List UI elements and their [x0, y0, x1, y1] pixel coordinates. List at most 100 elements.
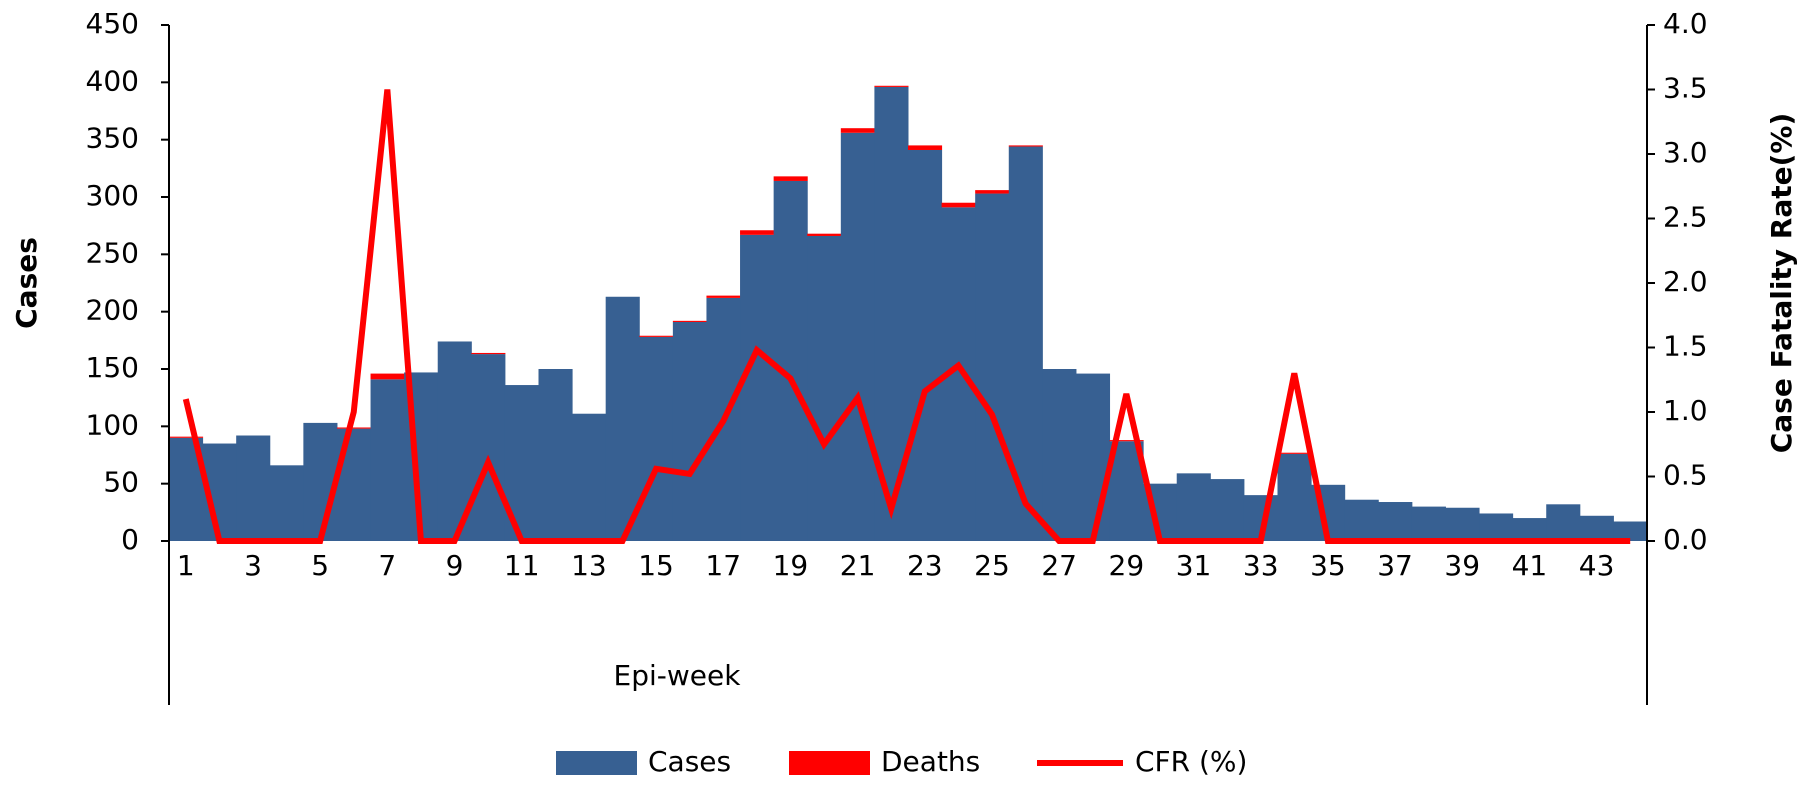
- bar-segment: [1277, 452, 1312, 454]
- legend-label: Cases: [648, 745, 731, 778]
- bar-segment: [303, 422, 338, 541]
- x-tick-label: 37: [1377, 549, 1413, 582]
- x-tick-label: 21: [840, 549, 876, 582]
- bar-segment: [1176, 473, 1211, 541]
- bar-segment: [1479, 513, 1514, 541]
- x-tick-label: 27: [1041, 549, 1077, 582]
- bar-segment: [370, 379, 405, 541]
- bar-segment: [1008, 145, 1043, 147]
- x-tick-label: 35: [1310, 549, 1346, 582]
- x-tick-label: 29: [1109, 549, 1145, 582]
- x-tick-label: 19: [773, 549, 809, 582]
- bar-segment: [639, 335, 674, 337]
- bar-segment: [1579, 515, 1614, 541]
- bar-segment: [874, 85, 909, 87]
- bar-segment: [706, 295, 741, 298]
- y-tick-label: 250: [86, 236, 139, 269]
- x-tick-label: 43: [1579, 549, 1615, 582]
- y2-tick-label: 0.0: [1663, 523, 1708, 556]
- bar-segment: [1613, 521, 1648, 541]
- bar-segment: [639, 336, 674, 541]
- bar-segment: [807, 235, 842, 541]
- bar-segment: [1546, 504, 1581, 541]
- x-tick-label: 1: [177, 549, 195, 582]
- bar-segment: [572, 413, 607, 541]
- y2-tick-label: 2.0: [1663, 265, 1708, 298]
- bar-segment: [840, 132, 875, 541]
- x-tick-label: 39: [1444, 549, 1480, 582]
- bar-segment: [1109, 440, 1144, 442]
- bar-segment: [471, 352, 506, 355]
- bar-segment: [605, 296, 640, 541]
- y-tick-label: 100: [86, 408, 139, 441]
- y-tick-label: 50: [103, 466, 139, 499]
- bar-segment: [336, 427, 372, 429]
- bar-segment: [370, 373, 405, 380]
- line: [182, 89, 1631, 544]
- bar-segment: [740, 230, 775, 235]
- bar-segment: [740, 234, 775, 541]
- bar-segment: [840, 128, 875, 133]
- y-tick-label: 200: [86, 294, 139, 327]
- legend-label: Deaths: [881, 745, 980, 778]
- y2-tick-label: 3.5: [1663, 72, 1708, 105]
- y-axis-label: Cases: [10, 237, 43, 329]
- y2-tick-label: 3.0: [1663, 136, 1708, 169]
- bar-segment: [538, 369, 573, 541]
- bar-segment: [1512, 518, 1547, 541]
- bar-segment: [975, 193, 1010, 541]
- y2-axis-label: Case Fatality Rate(%): [1765, 113, 1798, 454]
- x-tick-label: 5: [311, 549, 329, 582]
- y-tick-label: 150: [86, 351, 139, 384]
- y2-tick-label: 1.5: [1663, 330, 1708, 363]
- y2-tick-label: 1.0: [1663, 394, 1708, 427]
- x-tick-label: 3: [244, 549, 262, 582]
- y-tick-label: 450: [86, 7, 139, 40]
- bar-segment: [1042, 369, 1077, 541]
- bar-segment: [1210, 479, 1245, 541]
- x-tick-label: 13: [571, 549, 607, 582]
- legend-swatch: [556, 751, 637, 775]
- bar-segment: [672, 320, 707, 322]
- bar-segment: [1445, 507, 1480, 541]
- bar-segment: [1378, 502, 1413, 541]
- y-tick-label: 0: [121, 523, 139, 556]
- bar-segment: [1008, 146, 1043, 541]
- bar-segment: [1075, 373, 1111, 541]
- y2-tick-label: 4.0: [1663, 7, 1708, 40]
- x-tick-label: 9: [446, 549, 464, 582]
- bar-segment: [908, 145, 943, 150]
- x-tick-label: 41: [1512, 549, 1548, 582]
- bar-segment: [908, 149, 943, 541]
- x-tick-label: 31: [1176, 549, 1212, 582]
- x-tick-label: 25: [974, 549, 1010, 582]
- x-tick-label: 15: [638, 549, 674, 582]
- bar-segment: [807, 233, 842, 236]
- bar-segment: [269, 465, 304, 541]
- bar-segment: [471, 354, 506, 541]
- legend-swatch: [789, 751, 870, 775]
- bar-segment: [1411, 506, 1446, 541]
- y-tick-label: 350: [86, 122, 139, 155]
- x-tick-label: 7: [378, 549, 396, 582]
- x-tick-label: 23: [907, 549, 943, 582]
- bar-segment: [773, 180, 808, 542]
- y-tick-label: 300: [86, 179, 139, 212]
- y-tick-label: 400: [86, 64, 139, 97]
- x-tick-label: 17: [705, 549, 741, 582]
- x-axis-label: Epi-week: [614, 659, 742, 692]
- x-tick-label: 33: [1243, 549, 1279, 582]
- bar-segment: [975, 190, 1010, 194]
- bar-segment: [941, 202, 976, 208]
- bar-segment: [672, 321, 707, 541]
- y2-tick-label: 0.5: [1663, 459, 1708, 492]
- legend-label: CFR (%): [1135, 745, 1247, 778]
- bar-segment: [773, 176, 808, 181]
- bar-segment: [236, 435, 271, 541]
- bar-segment: [1277, 453, 1312, 541]
- bar-segment: [169, 436, 204, 438]
- x-tick-label: 11: [504, 549, 540, 582]
- bar-segment: [1344, 499, 1379, 541]
- y2-tick-label: 2.5: [1663, 201, 1708, 234]
